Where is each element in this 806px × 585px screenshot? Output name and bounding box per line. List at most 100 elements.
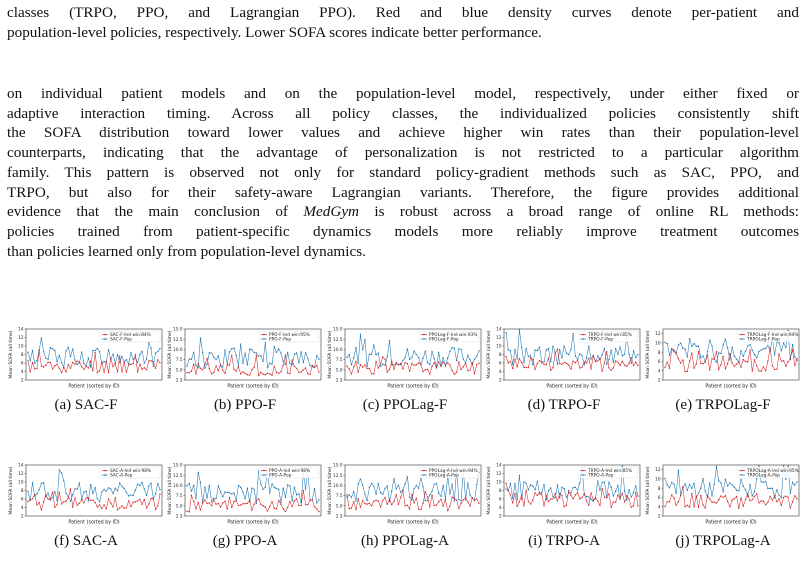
ind-point [787, 360, 789, 363]
pop-point [253, 351, 255, 354]
pop-point [413, 487, 415, 490]
pop-point [92, 350, 94, 352]
pop-point [720, 352, 722, 355]
ind-point [682, 359, 684, 361]
pop-point [239, 486, 242, 488]
pop-point [724, 338, 727, 341]
pop-point [94, 349, 96, 352]
ind-point [628, 362, 630, 365]
ind-point [682, 486, 684, 488]
ind-point [318, 371, 320, 373]
pop-point [536, 349, 539, 352]
ind-point [195, 373, 197, 375]
ind-point [42, 366, 45, 368]
pop-point [632, 491, 635, 494]
ind-point [588, 357, 590, 359]
legend-marker [741, 474, 743, 476]
pop-point [424, 499, 427, 502]
pop-point [60, 361, 63, 364]
pop-point [632, 350, 635, 352]
ind-point [576, 359, 579, 362]
ind-point [749, 500, 751, 502]
ind-point [726, 500, 729, 503]
ind-point [599, 357, 601, 360]
paragraph-line: on individual patient models and on the … [7, 85, 799, 102]
legend-box [258, 466, 320, 479]
pop-point [384, 487, 386, 490]
legend-label: TRPO-F-Ind win:85% [587, 332, 632, 338]
pop-point [603, 481, 606, 483]
pop-point [208, 484, 211, 487]
ind-point [141, 503, 143, 505]
pop-point [467, 482, 469, 484]
pop-point [523, 362, 525, 364]
pop-point [217, 485, 220, 487]
ind-point [295, 367, 298, 370]
pop-point [605, 363, 608, 366]
ind-point [520, 361, 523, 364]
pop-point [193, 351, 195, 353]
legend-marker [423, 333, 425, 336]
pop-point [110, 488, 112, 490]
ind-point [529, 356, 532, 359]
pop-point [563, 488, 565, 490]
ind-point [157, 505, 159, 507]
ind-point [740, 497, 742, 499]
ind-point [532, 499, 534, 501]
pop-point [150, 347, 152, 349]
ind-point [438, 501, 440, 503]
ind-point [552, 366, 554, 369]
chart-panel: 2 4 6 8 10 12 14 Mean SOFA (all time) Patient (s… [484, 326, 644, 392]
pop-point [789, 492, 791, 495]
ind-point [426, 368, 429, 370]
pop-point [224, 349, 226, 351]
pop-point [188, 358, 190, 360]
x-axis-label: Patient (sorted by ID) [546, 384, 597, 390]
ind-point [782, 496, 785, 499]
pop-point [791, 343, 794, 346]
ind-point [74, 497, 76, 499]
legend-marker [104, 474, 106, 476]
ind-point [397, 503, 400, 506]
ind-point [460, 502, 462, 504]
pop-point [195, 364, 197, 367]
ind-point [758, 370, 760, 372]
ind-point [302, 489, 305, 492]
pop-point [217, 355, 220, 357]
ind-point [121, 371, 123, 373]
ind-point [601, 487, 603, 490]
ind-point [406, 362, 409, 365]
ind-point [29, 498, 31, 501]
pop-point [291, 500, 293, 502]
ind-point [429, 506, 431, 508]
pop-point [778, 342, 780, 344]
pop-point [527, 489, 530, 491]
ind-point [364, 364, 366, 366]
ind-point [476, 364, 478, 366]
pop-point [404, 356, 406, 359]
ind-point [130, 505, 132, 508]
pop-point [49, 499, 52, 501]
pop-point [731, 346, 733, 348]
pop-point [60, 472, 63, 474]
ind-point [536, 362, 539, 365]
ind-point [520, 494, 523, 496]
ind-point [366, 367, 368, 370]
pop-point [157, 482, 159, 485]
pop-point [749, 484, 751, 486]
pop-point [429, 363, 431, 366]
ind-point [567, 489, 570, 492]
ind-point [85, 365, 87, 368]
pop-point [567, 353, 570, 356]
chart-panel: 2.5 5.0 7.5 10.0 12.5 15.0 Mean SOFA (all time… [325, 462, 485, 528]
ind-point [89, 360, 92, 362]
ind-point [467, 370, 469, 372]
ind-point [264, 506, 267, 508]
ind-point [222, 502, 224, 504]
pop-point [751, 495, 753, 497]
pop-point [464, 499, 467, 501]
pop-point [411, 356, 413, 359]
pop-point [709, 339, 711, 342]
ind-point [686, 504, 689, 507]
